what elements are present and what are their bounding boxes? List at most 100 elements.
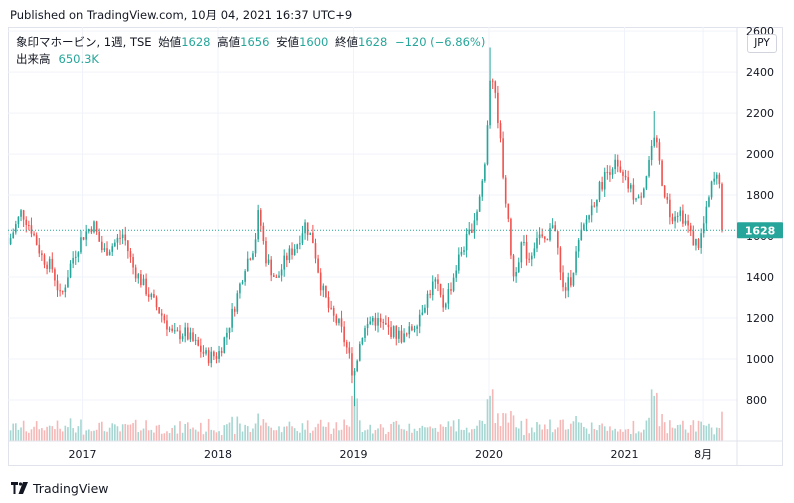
candle-body bbox=[554, 225, 557, 232]
candle-body bbox=[507, 203, 510, 219]
candle-body bbox=[437, 279, 439, 284]
volume-bar bbox=[168, 433, 171, 441]
x-tick-label: 8月 bbox=[694, 448, 712, 461]
x-tick-label: 2018 bbox=[204, 448, 232, 461]
candle-body bbox=[543, 236, 546, 240]
volume-bar bbox=[163, 433, 166, 441]
candle-body bbox=[330, 307, 332, 309]
volume-bar bbox=[241, 431, 244, 441]
volume-bar bbox=[577, 422, 580, 441]
candle-body bbox=[700, 233, 702, 248]
volume-bar bbox=[593, 429, 596, 441]
volume-bar bbox=[46, 426, 48, 441]
volume-bar bbox=[239, 423, 241, 441]
volume-bar bbox=[361, 431, 364, 441]
volume-bar bbox=[471, 429, 473, 441]
candle-body bbox=[416, 326, 418, 329]
volume-bar bbox=[715, 427, 718, 441]
volume-bar bbox=[306, 420, 309, 441]
y-tick-label: 1200 bbox=[746, 312, 774, 325]
volume-bar bbox=[322, 426, 325, 441]
candle-body bbox=[603, 172, 606, 190]
low-label: 安値 bbox=[276, 35, 300, 49]
volume-bar bbox=[429, 426, 431, 441]
volume-bar bbox=[80, 419, 82, 441]
candle-body bbox=[570, 277, 572, 286]
volume-bar bbox=[713, 434, 715, 441]
volume-bar bbox=[476, 425, 478, 441]
volume-bar bbox=[213, 430, 215, 441]
volume-bar bbox=[194, 429, 197, 441]
candle-body bbox=[497, 92, 499, 124]
volume-bar bbox=[663, 422, 666, 441]
volume-bar bbox=[127, 424, 129, 441]
volume-bar bbox=[121, 424, 124, 441]
candle-body bbox=[332, 308, 335, 316]
candle-body bbox=[301, 233, 304, 244]
volume-bar bbox=[173, 425, 176, 441]
candle-body bbox=[309, 232, 312, 235]
volume-bar bbox=[567, 429, 570, 441]
currency-button[interactable]: JPY bbox=[747, 34, 777, 53]
candle-body bbox=[695, 238, 697, 246]
candle-body bbox=[140, 274, 142, 286]
volume-label: 出来高 bbox=[16, 52, 51, 66]
volume-bar bbox=[721, 411, 723, 441]
volume-bar bbox=[478, 420, 481, 441]
volume-bar bbox=[301, 423, 304, 441]
volume-bar bbox=[207, 418, 210, 441]
volume-bar bbox=[718, 427, 721, 441]
candle-body bbox=[111, 246, 114, 252]
volume-bar bbox=[67, 427, 69, 441]
volume-bar bbox=[431, 428, 434, 441]
candle-body bbox=[676, 215, 679, 217]
candle-body bbox=[614, 159, 616, 170]
candle-body bbox=[56, 280, 59, 291]
candle-body bbox=[353, 371, 356, 376]
volume-bar bbox=[635, 433, 637, 441]
volume-bar bbox=[119, 431, 121, 441]
candle-body bbox=[444, 303, 447, 308]
candle-body bbox=[231, 308, 233, 328]
candle-body bbox=[163, 315, 166, 321]
volume-bar bbox=[392, 421, 395, 441]
volume-bar bbox=[124, 423, 127, 441]
candle-body bbox=[48, 258, 51, 269]
candle-body bbox=[666, 196, 669, 200]
volume-bar bbox=[411, 432, 413, 441]
candle-body bbox=[463, 250, 465, 252]
volume-bar bbox=[570, 423, 572, 441]
candle-body bbox=[72, 257, 74, 264]
candle-body bbox=[189, 332, 192, 340]
volume-bar bbox=[465, 427, 468, 441]
volume-bar bbox=[551, 432, 554, 441]
candle-body bbox=[596, 199, 598, 207]
volume-bar bbox=[278, 426, 280, 441]
candle-body bbox=[51, 258, 54, 270]
volume-bar bbox=[575, 415, 577, 441]
candle-body bbox=[181, 336, 184, 340]
volume-bar bbox=[77, 426, 80, 441]
candle-body bbox=[637, 196, 640, 199]
candle-body bbox=[557, 231, 559, 248]
candle-body bbox=[223, 337, 226, 353]
volume-bar bbox=[233, 433, 236, 441]
y-tick-label: 1800 bbox=[746, 189, 774, 202]
volume-bar bbox=[356, 398, 358, 441]
candle-body bbox=[622, 171, 624, 176]
volume-bar bbox=[580, 422, 583, 441]
volume-bar bbox=[395, 420, 398, 441]
candle-body bbox=[30, 225, 33, 234]
volume-bar bbox=[325, 426, 327, 441]
candle-body bbox=[327, 297, 330, 308]
candle-body bbox=[697, 238, 700, 248]
candle-body bbox=[562, 272, 564, 288]
candle-body bbox=[682, 210, 684, 224]
volume-bar bbox=[74, 432, 77, 441]
candle-body bbox=[87, 229, 90, 232]
candle-body bbox=[296, 244, 299, 250]
candle-body bbox=[272, 275, 275, 277]
candle-body bbox=[15, 224, 17, 233]
volume-bar bbox=[291, 426, 293, 441]
